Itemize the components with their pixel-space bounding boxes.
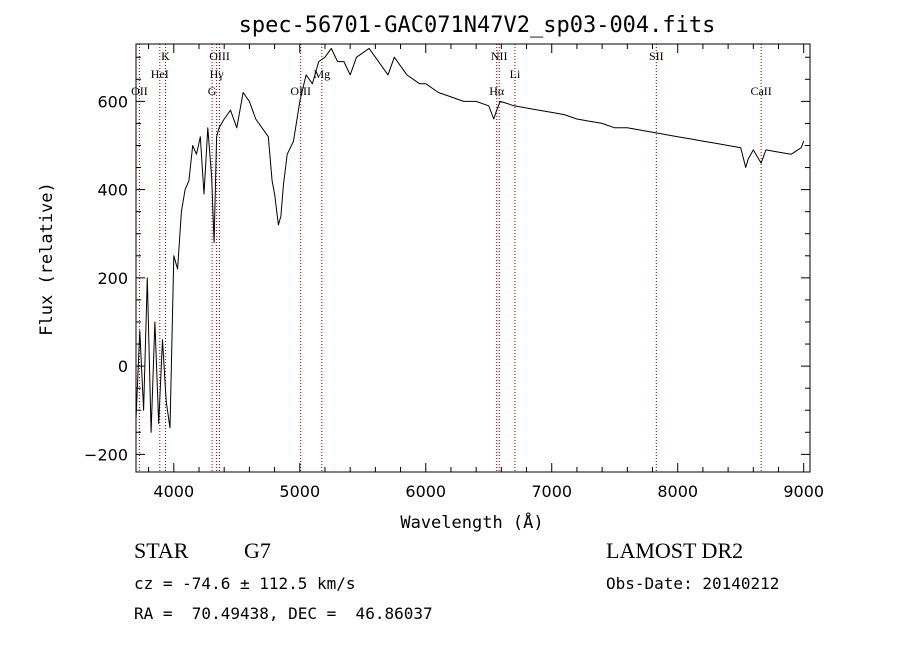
line-label-hγ: Hγ (210, 67, 225, 81)
line-label-li: Li (510, 67, 521, 81)
line-label-mg: Mg (313, 67, 330, 81)
x-axis-label: Wavelength (Å) (400, 511, 543, 533)
survey-name: LAMOST DR2 (606, 538, 744, 563)
spectral-line-markers (138, 44, 762, 472)
object-class: STAR (134, 538, 189, 563)
spectrum-chart: spec-56701-GAC071N47V2_sp03-004.fits OII… (37, 13, 824, 533)
x-tick-label: 8000 (657, 482, 698, 501)
x-tick-label: 5000 (279, 482, 320, 501)
y-tick-label: 0 (118, 357, 128, 376)
line-label-sii: SII (649, 49, 664, 63)
redshift-readout: cz = -74.6 ± 112.5 km/s (134, 574, 356, 593)
x-tick-label: 9000 (783, 482, 824, 501)
line-label-k: K (161, 49, 170, 63)
line-label-caii: CaII (750, 84, 771, 98)
object-subclass: G7 (244, 538, 271, 563)
line-label-hei: HeI (151, 67, 169, 81)
x-tick-label: 6000 (405, 482, 446, 501)
x-tick-label: 4000 (153, 482, 194, 501)
line-label-nii: NII (491, 49, 508, 63)
line-label-oiii: OIII (290, 84, 311, 98)
y-tick-label: 400 (97, 181, 128, 200)
line-label-g: G (208, 84, 217, 98)
y-axis: −200 0 200 400 600 (84, 56, 810, 464)
y-axis-label: Flux (relative) (37, 182, 57, 336)
chart-title: spec-56701-GAC071N47V2_sp03-004.fits (239, 13, 716, 38)
y-tick-label: 200 (97, 269, 128, 288)
y-tick-label: 600 (97, 92, 128, 111)
x-axis: 4000 5000 6000 7000 8000 9000 (148, 44, 824, 501)
coordinates-readout: RA = 70.49438, DEC = 46.86037 (134, 604, 433, 623)
plot-frame (135, 43, 811, 473)
line-label-oii: OII (131, 84, 148, 98)
y-tick-label: −200 (84, 445, 128, 464)
observation-date: Obs-Date: 20140212 (606, 574, 780, 593)
x-tick-label: 7000 (531, 482, 572, 501)
line-label-hα: Hα (489, 84, 505, 98)
spectrum-series-line (135, 47, 805, 433)
line-label-oiii: OIII (209, 49, 230, 63)
